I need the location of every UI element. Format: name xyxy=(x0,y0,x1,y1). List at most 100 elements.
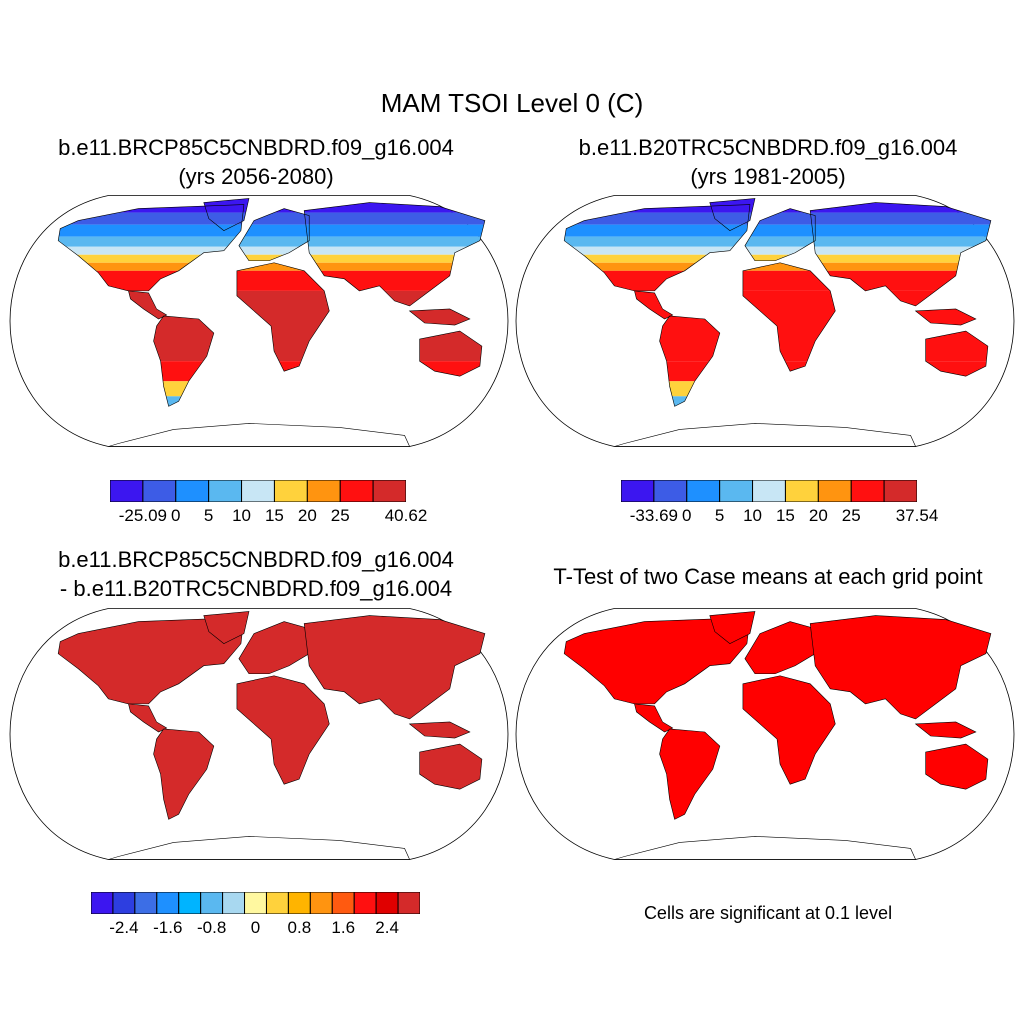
north-america-outline xyxy=(57,204,245,292)
indonesia-outline xyxy=(914,308,977,326)
panel-2-title-line2: (yrs 1981-2005) xyxy=(690,164,846,189)
south-america-outline xyxy=(153,315,215,407)
colorbar-box xyxy=(156,892,180,914)
colorbar-box xyxy=(287,892,311,914)
colorbar-tick-label: 37.54 xyxy=(895,506,939,525)
colorbar-box xyxy=(178,892,202,914)
map-panel-2 xyxy=(515,195,1015,447)
colorbar-tick-label: 10 xyxy=(232,506,252,525)
colorbar-tick-label: 0 xyxy=(250,918,261,937)
colorbar-tick-label: 40.62 xyxy=(384,506,428,525)
colorbar-tick-label: -2.4 xyxy=(109,918,139,937)
colorbar-box xyxy=(784,480,819,502)
figure-title: MAM TSOI Level 0 (C) xyxy=(380,88,644,118)
colorbar-tick-label: -33.69 xyxy=(629,506,678,525)
indonesia-landmass xyxy=(408,721,471,739)
colorbar-box xyxy=(375,892,399,914)
colorbar-box xyxy=(306,480,341,502)
indonesia-landmass xyxy=(914,721,977,739)
panel-1-title: b.e11.BRCP85C5CNBDRD.f09_g16.004 (yrs 20… xyxy=(4,133,508,191)
australia-outline xyxy=(419,330,483,377)
colorbar-tick-label: -0.8 xyxy=(196,918,227,937)
australia-landmass xyxy=(419,743,483,790)
colorbar-tick-label: 5 xyxy=(714,506,725,525)
indonesia-outline xyxy=(408,308,471,326)
africa-outline xyxy=(742,262,836,372)
colorbar-box xyxy=(200,892,224,914)
colorbar-box xyxy=(110,480,144,502)
colorbar-box xyxy=(817,480,852,502)
significance-note: Cells are significant at 0.1 level xyxy=(643,903,893,923)
map-panel-1 xyxy=(9,195,509,447)
colorbar-box xyxy=(331,892,355,914)
colorbar-tick-label: 20 xyxy=(297,506,317,525)
europe-outline xyxy=(238,208,310,262)
colorbar-tick-label: 2.4 xyxy=(375,918,399,937)
colorbar-tick-label: 20 xyxy=(808,506,828,525)
africa-outline xyxy=(236,262,330,372)
colorbar-panel-3 xyxy=(91,892,420,914)
panel-3-title-line1: b.e11.BRCP85C5CNBDRD.f09_g16.004 xyxy=(58,547,454,572)
panel-1-title-line2: (yrs 2056-2080) xyxy=(178,164,334,189)
south-america-outline xyxy=(659,315,721,407)
colorbar-box xyxy=(719,480,754,502)
greenland-landmass xyxy=(203,611,250,644)
colorbar-tick-label: 0 xyxy=(171,506,181,525)
colorbar-tick-label: 25 xyxy=(330,506,350,525)
antarctica-landmass xyxy=(108,836,411,860)
colorbar-tick-label: -1.6 xyxy=(153,918,183,937)
colorbar-tick-label: 0.8 xyxy=(287,918,312,937)
asia-landmass xyxy=(809,615,992,720)
colorbar-box xyxy=(222,892,246,914)
colorbar-box xyxy=(142,480,177,502)
colorbar-panel-1-labels: -25.09 0 5 10 15 20 25 40.62 xyxy=(110,506,428,530)
australia-outline xyxy=(925,330,989,377)
panel-1-title-line1: b.e11.BRCP85C5CNBDRD.f09_g16.004 xyxy=(58,135,454,160)
panel-4-title: T-Test of two Case means at each grid po… xyxy=(516,562,1020,591)
colorbar-panel-2-labels: -33.69 0 5 10 15 20 25 37.54 xyxy=(621,506,939,530)
africa-landmass xyxy=(236,675,330,785)
colorbar-box xyxy=(621,480,655,502)
colorbar-box xyxy=(175,480,210,502)
colorbar-box xyxy=(309,892,333,914)
colorbar-box xyxy=(883,480,917,502)
australia-landmass xyxy=(925,743,989,790)
antarctica-outline xyxy=(614,423,917,447)
south-america-landmass xyxy=(153,728,215,820)
colorbar-tick-label: 15 xyxy=(775,506,795,525)
colorbar-tick-label: 10 xyxy=(743,506,763,525)
asia-landmass xyxy=(303,615,486,720)
colorbar-box xyxy=(850,480,885,502)
colorbar-box xyxy=(339,480,374,502)
colorbar-tick-label: -25.09 xyxy=(118,506,167,525)
antarctica-outline xyxy=(108,423,411,447)
asia-outline xyxy=(809,202,992,307)
colorbar-box xyxy=(134,892,158,914)
colorbar-tick-label: 15 xyxy=(264,506,284,525)
colorbar-box xyxy=(653,480,688,502)
panel-2-title-line1: b.e11.B20TRC5CNBDRD.f09_g16.004 xyxy=(578,135,958,160)
north-america-outline xyxy=(563,204,751,292)
colorbar-box xyxy=(372,480,406,502)
panel-3-title: b.e11.BRCP85C5CNBDRD.f09_g16.004 - b.e11… xyxy=(4,545,508,603)
africa-landmass xyxy=(742,675,836,785)
colorbar-tick-label: 5 xyxy=(203,506,214,525)
colorbar-box xyxy=(265,892,289,914)
south-america-landmass xyxy=(659,728,721,820)
colorbar-panel-1 xyxy=(110,480,406,502)
greenland-outline xyxy=(203,198,250,231)
colorbar-box xyxy=(112,892,136,914)
panel-4-title-line1: T-Test of two Case means at each grid po… xyxy=(553,564,983,589)
colorbar-tick-label: 1.6 xyxy=(331,918,356,937)
panel-2-title: b.e11.B20TRC5CNBDRD.f09_g16.004 (yrs 198… xyxy=(516,133,1020,191)
colorbar-box xyxy=(397,892,420,914)
colorbar-box xyxy=(244,892,267,914)
map-panel-3 xyxy=(9,608,509,860)
greenland-landmass xyxy=(709,611,756,644)
colorbar-box xyxy=(686,480,721,502)
greenland-outline xyxy=(709,198,756,231)
panel-3-title-line2: - b.e11.B20TRC5CNBDRD.f09_g16.004 xyxy=(59,576,453,601)
colorbar-box xyxy=(273,480,308,502)
colorbar-box xyxy=(353,892,377,914)
asia-outline xyxy=(303,202,486,307)
